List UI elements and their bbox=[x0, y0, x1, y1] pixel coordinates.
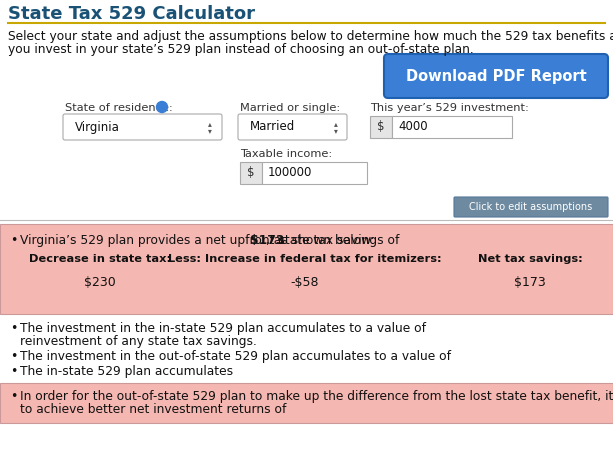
Text: Virginia’s 529 plan provides a net upfront state tax savings of: Virginia’s 529 plan provides a net upfro… bbox=[20, 234, 403, 247]
Text: Decrease in state tax:: Decrease in state tax: bbox=[29, 254, 171, 264]
Text: Net tax savings:: Net tax savings: bbox=[478, 254, 582, 264]
Circle shape bbox=[156, 102, 167, 112]
Text: you invest in your state’s 529 plan instead of choosing an out-of-state plan.: you invest in your state’s 529 plan inst… bbox=[8, 43, 474, 56]
Text: 4000: 4000 bbox=[398, 120, 428, 133]
Text: $173: $173 bbox=[250, 234, 285, 247]
Text: , as shown below:: , as shown below: bbox=[265, 234, 374, 247]
FancyBboxPatch shape bbox=[384, 54, 608, 98]
Text: The investment in the out-of-state 529 plan accumulates to a value of: The investment in the out-of-state 529 p… bbox=[20, 350, 455, 363]
Text: Married: Married bbox=[250, 120, 295, 133]
Text: 100000: 100000 bbox=[268, 167, 313, 180]
Bar bbox=[0, 383, 613, 423]
Text: •: • bbox=[10, 234, 17, 247]
Text: In order for the out-of-state 529 plan to make up the difference from the lost s: In order for the out-of-state 529 plan t… bbox=[20, 390, 613, 403]
Text: Click to edit assumptions: Click to edit assumptions bbox=[470, 202, 593, 212]
Bar bbox=[262, 162, 367, 184]
Bar bbox=[370, 116, 392, 138]
Bar bbox=[240, 162, 262, 184]
Text: reinvestment of any state tax savings.: reinvestment of any state tax savings. bbox=[20, 335, 257, 348]
Text: $: $ bbox=[377, 120, 385, 133]
Text: State Tax 529 Calculator: State Tax 529 Calculator bbox=[8, 5, 255, 23]
Text: The investment in the in-state 529 plan accumulates to a value of: The investment in the in-state 529 plan … bbox=[20, 322, 430, 335]
FancyBboxPatch shape bbox=[238, 114, 347, 140]
Text: •: • bbox=[10, 365, 17, 378]
Text: $230: $230 bbox=[84, 276, 116, 289]
FancyBboxPatch shape bbox=[63, 114, 222, 140]
Text: This year’s 529 investment:: This year’s 529 investment: bbox=[370, 103, 529, 113]
Text: to achieve better net investment returns of: to achieve better net investment returns… bbox=[20, 403, 290, 416]
Text: Less: Increase in federal tax for itemizers:: Less: Increase in federal tax for itemiz… bbox=[168, 254, 442, 264]
Text: Virginia: Virginia bbox=[75, 120, 120, 133]
Text: Married or single:: Married or single: bbox=[240, 103, 340, 113]
Text: •: • bbox=[10, 322, 17, 335]
Text: ▴
▾: ▴ ▾ bbox=[208, 119, 212, 135]
Text: ?: ? bbox=[159, 102, 165, 111]
Text: $173: $173 bbox=[514, 276, 546, 289]
Bar bbox=[0, 224, 613, 314]
Text: •: • bbox=[10, 390, 17, 403]
Text: The in-state 529 plan accumulates: The in-state 529 plan accumulates bbox=[20, 365, 237, 378]
Text: Download PDF Report: Download PDF Report bbox=[406, 68, 587, 83]
Text: •: • bbox=[10, 350, 17, 363]
Text: $: $ bbox=[247, 167, 255, 180]
Text: Taxable income:: Taxable income: bbox=[240, 149, 332, 159]
Text: Select your state and adjust the assumptions below to determine how much the 529: Select your state and adjust the assumpt… bbox=[8, 30, 613, 43]
FancyBboxPatch shape bbox=[454, 197, 608, 217]
Bar bbox=[392, 116, 512, 138]
Text: ▴
▾: ▴ ▾ bbox=[334, 119, 338, 135]
Text: -$58: -$58 bbox=[291, 276, 319, 289]
Text: State of residence:: State of residence: bbox=[65, 103, 173, 113]
